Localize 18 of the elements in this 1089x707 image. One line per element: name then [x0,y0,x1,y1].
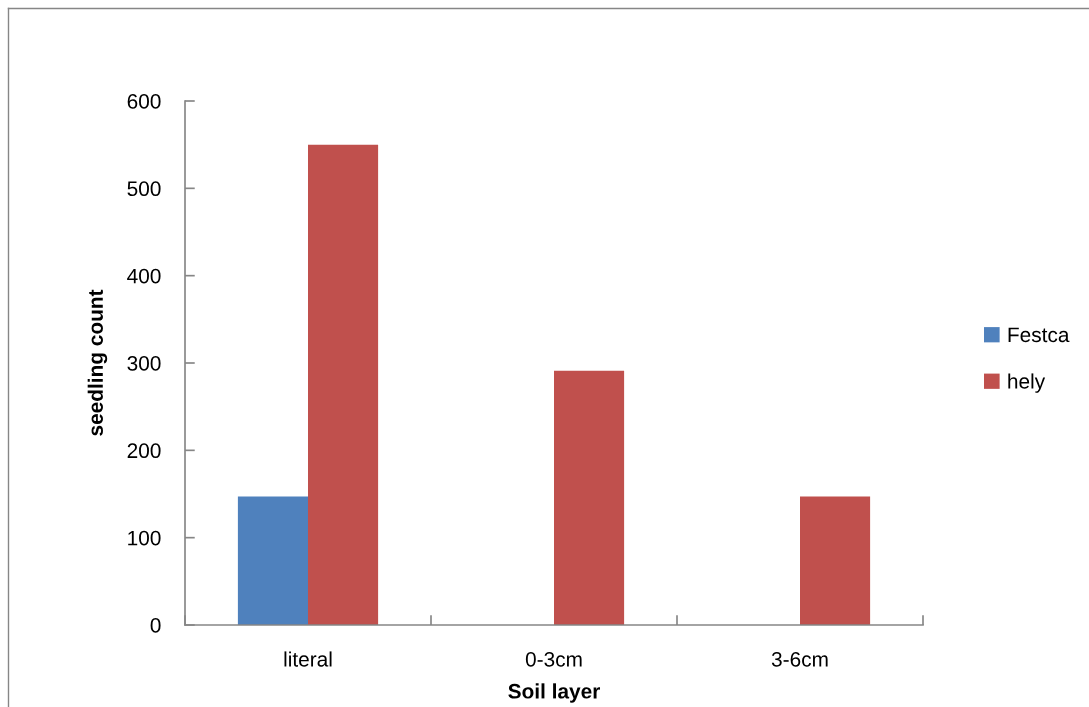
x-tick-label: 3-6cm [771,651,828,667]
bar [554,370,625,625]
y-tick-label: 500 [127,181,161,197]
y-tick-label: 300 [127,356,161,371]
legend-label: Festca [1008,327,1070,343]
bar [237,496,308,625]
bar [308,144,379,625]
y-tick-label: 0 [150,618,161,633]
y-tick-label: 600 [127,94,161,109]
x-axis-title: Soil layer [508,683,601,703]
y-tick-label: 400 [127,268,161,284]
legend-label: hely [1008,373,1046,393]
y-tick-label: 100 [128,530,161,546]
x-tick-label: 0-3cm [525,651,582,667]
x-tick-label: literal [284,651,332,667]
y-tick-label: 200 [127,443,161,459]
bar [800,496,871,625]
y-axis-title: seedling count [87,289,108,436]
